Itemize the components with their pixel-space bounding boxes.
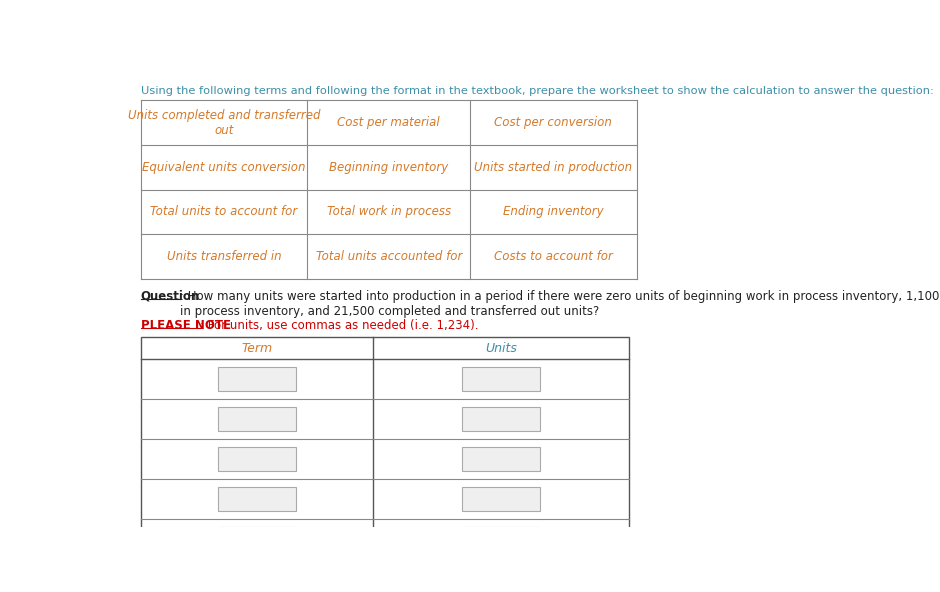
- Bar: [218, 567, 296, 591]
- Text: Total work in process: Total work in process: [327, 205, 451, 218]
- Text: Question: Question: [141, 289, 200, 303]
- Bar: [218, 407, 296, 432]
- Bar: [218, 527, 296, 552]
- Bar: [462, 407, 540, 432]
- Text: Term: Term: [242, 342, 273, 355]
- Text: Cost per material: Cost per material: [337, 116, 440, 129]
- Text: Using the following terms and following the format in the textbook, prepare the : Using the following terms and following …: [141, 86, 933, 96]
- Bar: [462, 447, 540, 471]
- Bar: [218, 366, 296, 391]
- Text: Units: Units: [485, 342, 517, 355]
- Text: Beginning inventory: Beginning inventory: [329, 161, 448, 174]
- Text: PLEASE NOTE: PLEASE NOTE: [141, 319, 230, 332]
- Text: : How many units were started into production in a period if there were zero uni: : How many units were started into produ…: [180, 289, 940, 318]
- Bar: [462, 487, 540, 511]
- Text: Units transferred in: Units transferred in: [166, 250, 281, 263]
- Bar: [218, 447, 296, 471]
- Bar: [141, 337, 629, 592]
- Bar: [218, 487, 296, 511]
- Text: Cost per conversion: Cost per conversion: [494, 116, 612, 129]
- Text: Units started in production: Units started in production: [475, 161, 633, 174]
- Text: Equivalent units conversion: Equivalent units conversion: [142, 161, 306, 174]
- Text: Ending inventory: Ending inventory: [503, 205, 603, 218]
- Text: Total units accounted for: Total units accounted for: [316, 250, 462, 263]
- Text: Costs to account for: Costs to account for: [494, 250, 613, 263]
- Text: : For units, use commas as needed (i.e. 1,234).: : For units, use commas as needed (i.e. …: [199, 319, 478, 332]
- Text: Total units to account for: Total units to account for: [150, 205, 298, 218]
- Bar: [462, 366, 540, 391]
- Bar: [462, 567, 540, 591]
- Bar: [462, 527, 540, 552]
- Text: Units completed and transferred
out: Units completed and transferred out: [128, 108, 321, 137]
